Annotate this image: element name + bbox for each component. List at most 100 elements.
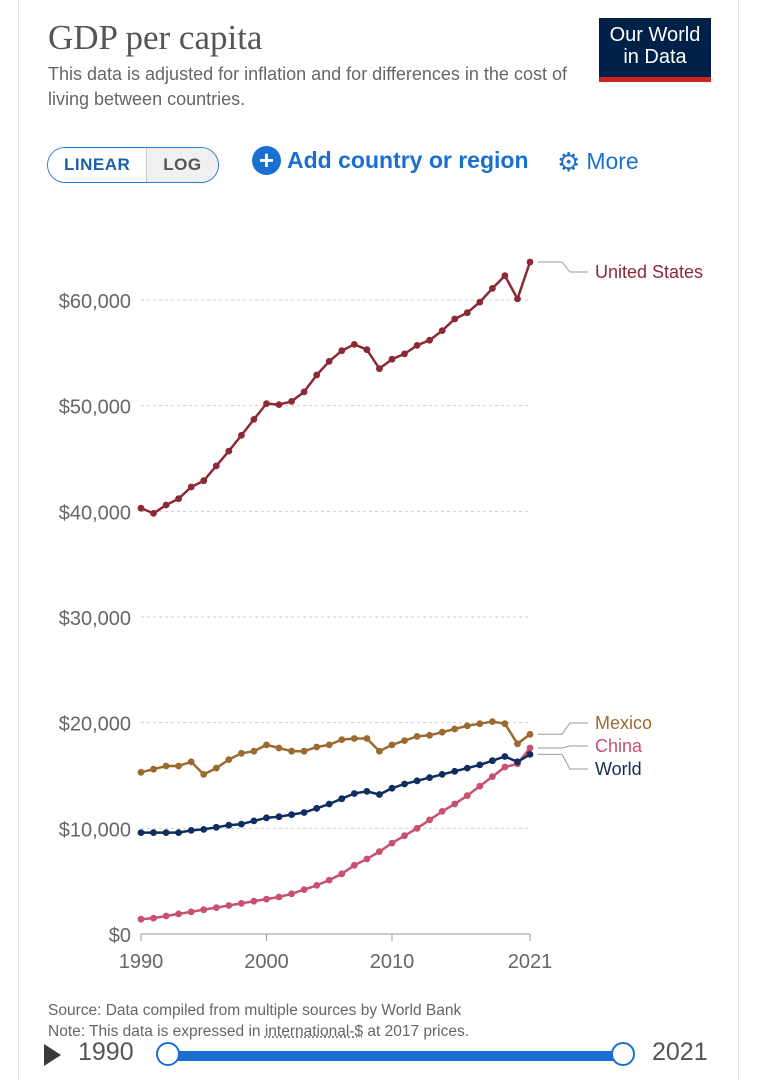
series-label[interactable]: United States: [595, 262, 703, 282]
label-connector: [538, 753, 588, 770]
note-text: Note: This data is expressed in internat…: [48, 1021, 708, 1042]
data-point: [401, 832, 408, 840]
series-label[interactable]: Mexico: [595, 713, 652, 733]
data-point: [263, 400, 270, 407]
data-point: [300, 388, 308, 396]
data-point: [238, 820, 245, 828]
timeline: 1990 2021: [0, 1030, 757, 1080]
data-point: [200, 771, 208, 778]
data-point: [476, 782, 484, 790]
data-point: [288, 890, 295, 898]
series-labels: United States Mexico China World: [538, 261, 703, 779]
data-point: [313, 804, 321, 812]
data-point: [325, 876, 333, 884]
data-point: [238, 749, 245, 757]
data-point: [338, 347, 346, 355]
data-point: [137, 768, 145, 776]
data-point: [150, 914, 157, 922]
owid-logo[interactable]: Our World in Data: [599, 18, 711, 82]
data-point: [426, 336, 433, 344]
data-point: [451, 315, 459, 323]
data-point: [325, 357, 333, 365]
log-scale-button[interactable]: LOG: [146, 148, 218, 182]
data-point: [438, 771, 446, 778]
logo-line-1: Our World: [609, 24, 701, 46]
series-united-states[interactable]: [137, 258, 534, 517]
data-point: [175, 495, 183, 503]
data-point: [438, 327, 446, 334]
data-point: [250, 897, 258, 905]
data-point: [413, 342, 421, 349]
data-point: [463, 792, 471, 799]
data-point: [275, 813, 283, 821]
data-point: [313, 743, 321, 751]
data-point: [212, 462, 220, 470]
data-point: [388, 741, 396, 749]
play-icon[interactable]: [44, 1044, 61, 1066]
data-point: [350, 735, 358, 742]
data-point: [150, 829, 157, 836]
data-point: [489, 718, 496, 725]
linear-scale-button[interactable]: LINEAR: [48, 148, 147, 182]
data-point: [363, 855, 371, 863]
data-point: [376, 747, 383, 755]
data-point: [489, 773, 496, 780]
data-point: [325, 741, 333, 749]
series-world[interactable]: [137, 751, 534, 836]
data-point: [288, 811, 295, 818]
data-point: [275, 893, 283, 901]
data-point: [438, 728, 446, 736]
data-point: [338, 736, 346, 743]
y-tick-label: $10,000: [59, 819, 131, 841]
data-point: [376, 848, 383, 855]
international-dollar-link[interactable]: international-$: [264, 1023, 364, 1040]
data-point: [426, 731, 433, 739]
data-point: [150, 765, 157, 773]
series-label[interactable]: World: [595, 759, 642, 779]
data-point: [426, 774, 433, 781]
series-china[interactable]: [137, 744, 534, 923]
data-point: [162, 829, 170, 836]
data-point: [300, 809, 308, 816]
data-point: [250, 416, 258, 423]
data-point: [263, 814, 270, 822]
data-point: [463, 309, 471, 317]
frame-border-left: [18, 0, 19, 1080]
data-point: [275, 401, 283, 408]
grid-lines: [141, 299, 530, 829]
data-point: [162, 912, 170, 920]
data-point: [288, 747, 295, 755]
data-point: [250, 747, 258, 755]
timeline-end-handle[interactable]: [611, 1042, 635, 1066]
data-point: [501, 720, 509, 728]
y-tick-label: $30,000: [59, 608, 131, 630]
data-point: [451, 800, 459, 808]
plus-circle-icon: +: [252, 146, 281, 175]
add-country-button[interactable]: + Add country or region: [252, 146, 529, 175]
data-point: [200, 906, 208, 914]
more-button[interactable]: ⚙ More: [557, 148, 639, 175]
data-point: [187, 827, 195, 834]
data-point: [438, 808, 446, 815]
data-point: [200, 826, 208, 833]
data-point: [363, 788, 371, 795]
data-point: [212, 904, 220, 911]
data-point: [489, 757, 496, 765]
label-connector: [538, 745, 588, 749]
x-tick-label: 1990: [119, 951, 164, 973]
data-point: [263, 741, 270, 749]
series-mexico[interactable]: [137, 718, 534, 778]
y-tick-label: $60,000: [59, 291, 131, 313]
data-point: [175, 910, 183, 918]
data-point: [175, 762, 183, 770]
data-point: [200, 477, 208, 485]
data-point: [401, 737, 408, 744]
data-point: [137, 504, 145, 512]
note-prefix: Note: This data is expressed in: [48, 1023, 265, 1040]
data-point: [476, 298, 484, 306]
timeline-start-handle[interactable]: [156, 1042, 180, 1066]
timeline-track[interactable]: [168, 1051, 623, 1061]
series-label[interactable]: China: [595, 736, 643, 756]
y-tick-label: $40,000: [59, 502, 131, 524]
data-point: [212, 764, 220, 772]
